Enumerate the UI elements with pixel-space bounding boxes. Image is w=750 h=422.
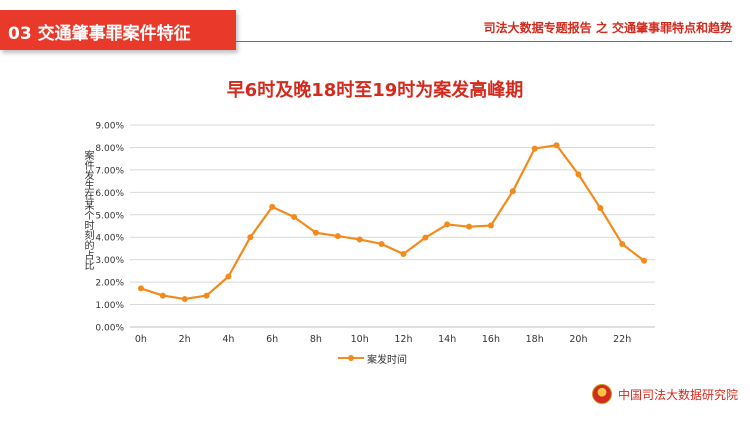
data-point: [400, 251, 407, 258]
y-tick-label: 3.00%: [95, 256, 124, 266]
data-point: [531, 145, 538, 152]
data-point: [269, 203, 276, 210]
data-point: [597, 205, 604, 212]
x-tick-label: 10h: [351, 334, 369, 345]
chart-legend: 案发时间: [338, 350, 407, 366]
data-point: [422, 234, 429, 241]
data-point: [575, 171, 582, 178]
data-point: [553, 142, 560, 149]
footer-org-name: 中国司法大数据研究院: [617, 387, 738, 402]
report-title: 司法大数据专题报告 之 交通肇事罪特点和趋势: [483, 21, 732, 35]
x-tick-label: 18h: [526, 334, 544, 345]
y-tick-label: 1.00%: [95, 301, 124, 311]
x-tick-label: 4h: [222, 334, 234, 345]
data-point: [466, 223, 473, 230]
data-point: [509, 188, 516, 195]
x-tick-label: 12h: [394, 334, 412, 345]
series-line: [140, 144, 645, 301]
y-tick-label: 8.00%: [95, 144, 124, 154]
data-point: [312, 229, 319, 236]
x-tick-label: 16h: [482, 334, 500, 345]
y-tick-label: 2.00%: [95, 279, 124, 289]
x-tick-label: 0h: [135, 334, 147, 345]
data-point: [137, 285, 144, 292]
data-point: [334, 233, 341, 240]
section-label: 03 交通肇事罪案件特征: [8, 24, 191, 44]
y-tick-label: 7.00%: [95, 166, 124, 176]
x-tick-label: 20h: [569, 334, 587, 345]
data-point: [159, 292, 166, 299]
footer: 中国司法大数据研究院: [591, 384, 738, 404]
data-point: [641, 257, 648, 264]
data-point: [619, 240, 626, 247]
court-emblem-icon: [591, 384, 612, 404]
data-point: [378, 240, 385, 247]
x-tick-label: 6h: [266, 334, 278, 345]
y-tick-label: 9.00%: [95, 122, 124, 132]
data-point: [356, 236, 363, 243]
x-tick-label: 22h: [613, 334, 631, 345]
section-header-bar: 03 交通肇事罪案件特征: [0, 10, 236, 50]
y-tick-label: 5.00%: [95, 211, 124, 221]
data-point: [444, 221, 451, 228]
data-point: [225, 273, 232, 280]
y-tick-label: 6.00%: [95, 189, 124, 199]
chart-title: 早6时及晚18时至19时为案发高峰期: [226, 80, 524, 101]
x-tick-label: 2h: [179, 334, 191, 345]
y-axis-label: 案件发生在某个时刻的占比: [82, 150, 93, 270]
header-divider: [236, 41, 732, 42]
legend-swatch-icon: [338, 353, 364, 363]
data-point: [181, 295, 188, 302]
y-tick-label: 0.00%: [95, 324, 124, 334]
legend-label: 案发时间: [367, 354, 407, 366]
data-point: [291, 214, 298, 221]
y-tick-label: 4.00%: [95, 234, 124, 244]
x-tick-label: 8h: [310, 334, 322, 345]
data-point: [247, 234, 254, 241]
data-point: [487, 222, 494, 229]
data-point: [203, 292, 210, 299]
x-tick-label: 14h: [438, 334, 456, 345]
